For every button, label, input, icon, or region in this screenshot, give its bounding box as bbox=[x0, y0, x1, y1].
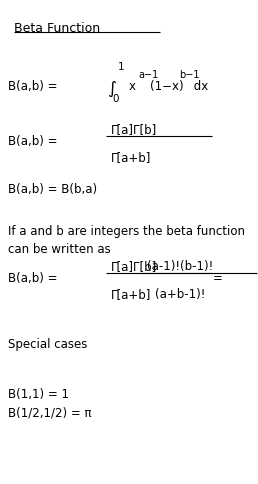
Text: a−1: a−1 bbox=[138, 70, 158, 80]
Text: B(a,b) =: B(a,b) = bbox=[8, 272, 57, 285]
Text: (a+b-1)!: (a+b-1)! bbox=[155, 287, 205, 301]
Text: Γ[a]Γ[b]: Γ[a]Γ[b] bbox=[111, 123, 157, 136]
Text: B(1,1) = 1: B(1,1) = 1 bbox=[8, 387, 69, 400]
Text: 0: 0 bbox=[112, 94, 119, 104]
Text: B(a,b) =: B(a,b) = bbox=[8, 135, 57, 148]
Text: ∫: ∫ bbox=[108, 80, 117, 98]
Text: dx: dx bbox=[190, 80, 208, 93]
Text: B(1/2,1/2) = π: B(1/2,1/2) = π bbox=[8, 405, 91, 418]
Text: B(a,b) =: B(a,b) = bbox=[8, 80, 57, 93]
Text: Beta Function: Beta Function bbox=[14, 22, 100, 35]
Text: Γ[a+b]: Γ[a+b] bbox=[111, 151, 151, 164]
Text: x: x bbox=[129, 80, 136, 93]
Text: =: = bbox=[213, 272, 223, 285]
Text: Γ[a+b]: Γ[a+b] bbox=[111, 287, 151, 301]
Text: B(a,b) = B(b,a): B(a,b) = B(b,a) bbox=[8, 182, 97, 196]
Text: Γ[a]Γ[b]: Γ[a]Γ[b] bbox=[111, 259, 157, 272]
Text: 1: 1 bbox=[117, 62, 124, 72]
Text: (a-1)!(b-1)!: (a-1)!(b-1)! bbox=[147, 259, 213, 272]
Text: (1−x): (1−x) bbox=[150, 80, 183, 93]
Text: b−1: b−1 bbox=[179, 70, 200, 80]
Text: If a and b are integers the beta function: If a and b are integers the beta functio… bbox=[8, 225, 245, 238]
Text: can be written as: can be written as bbox=[8, 242, 110, 256]
Text: Special cases: Special cases bbox=[8, 337, 87, 350]
